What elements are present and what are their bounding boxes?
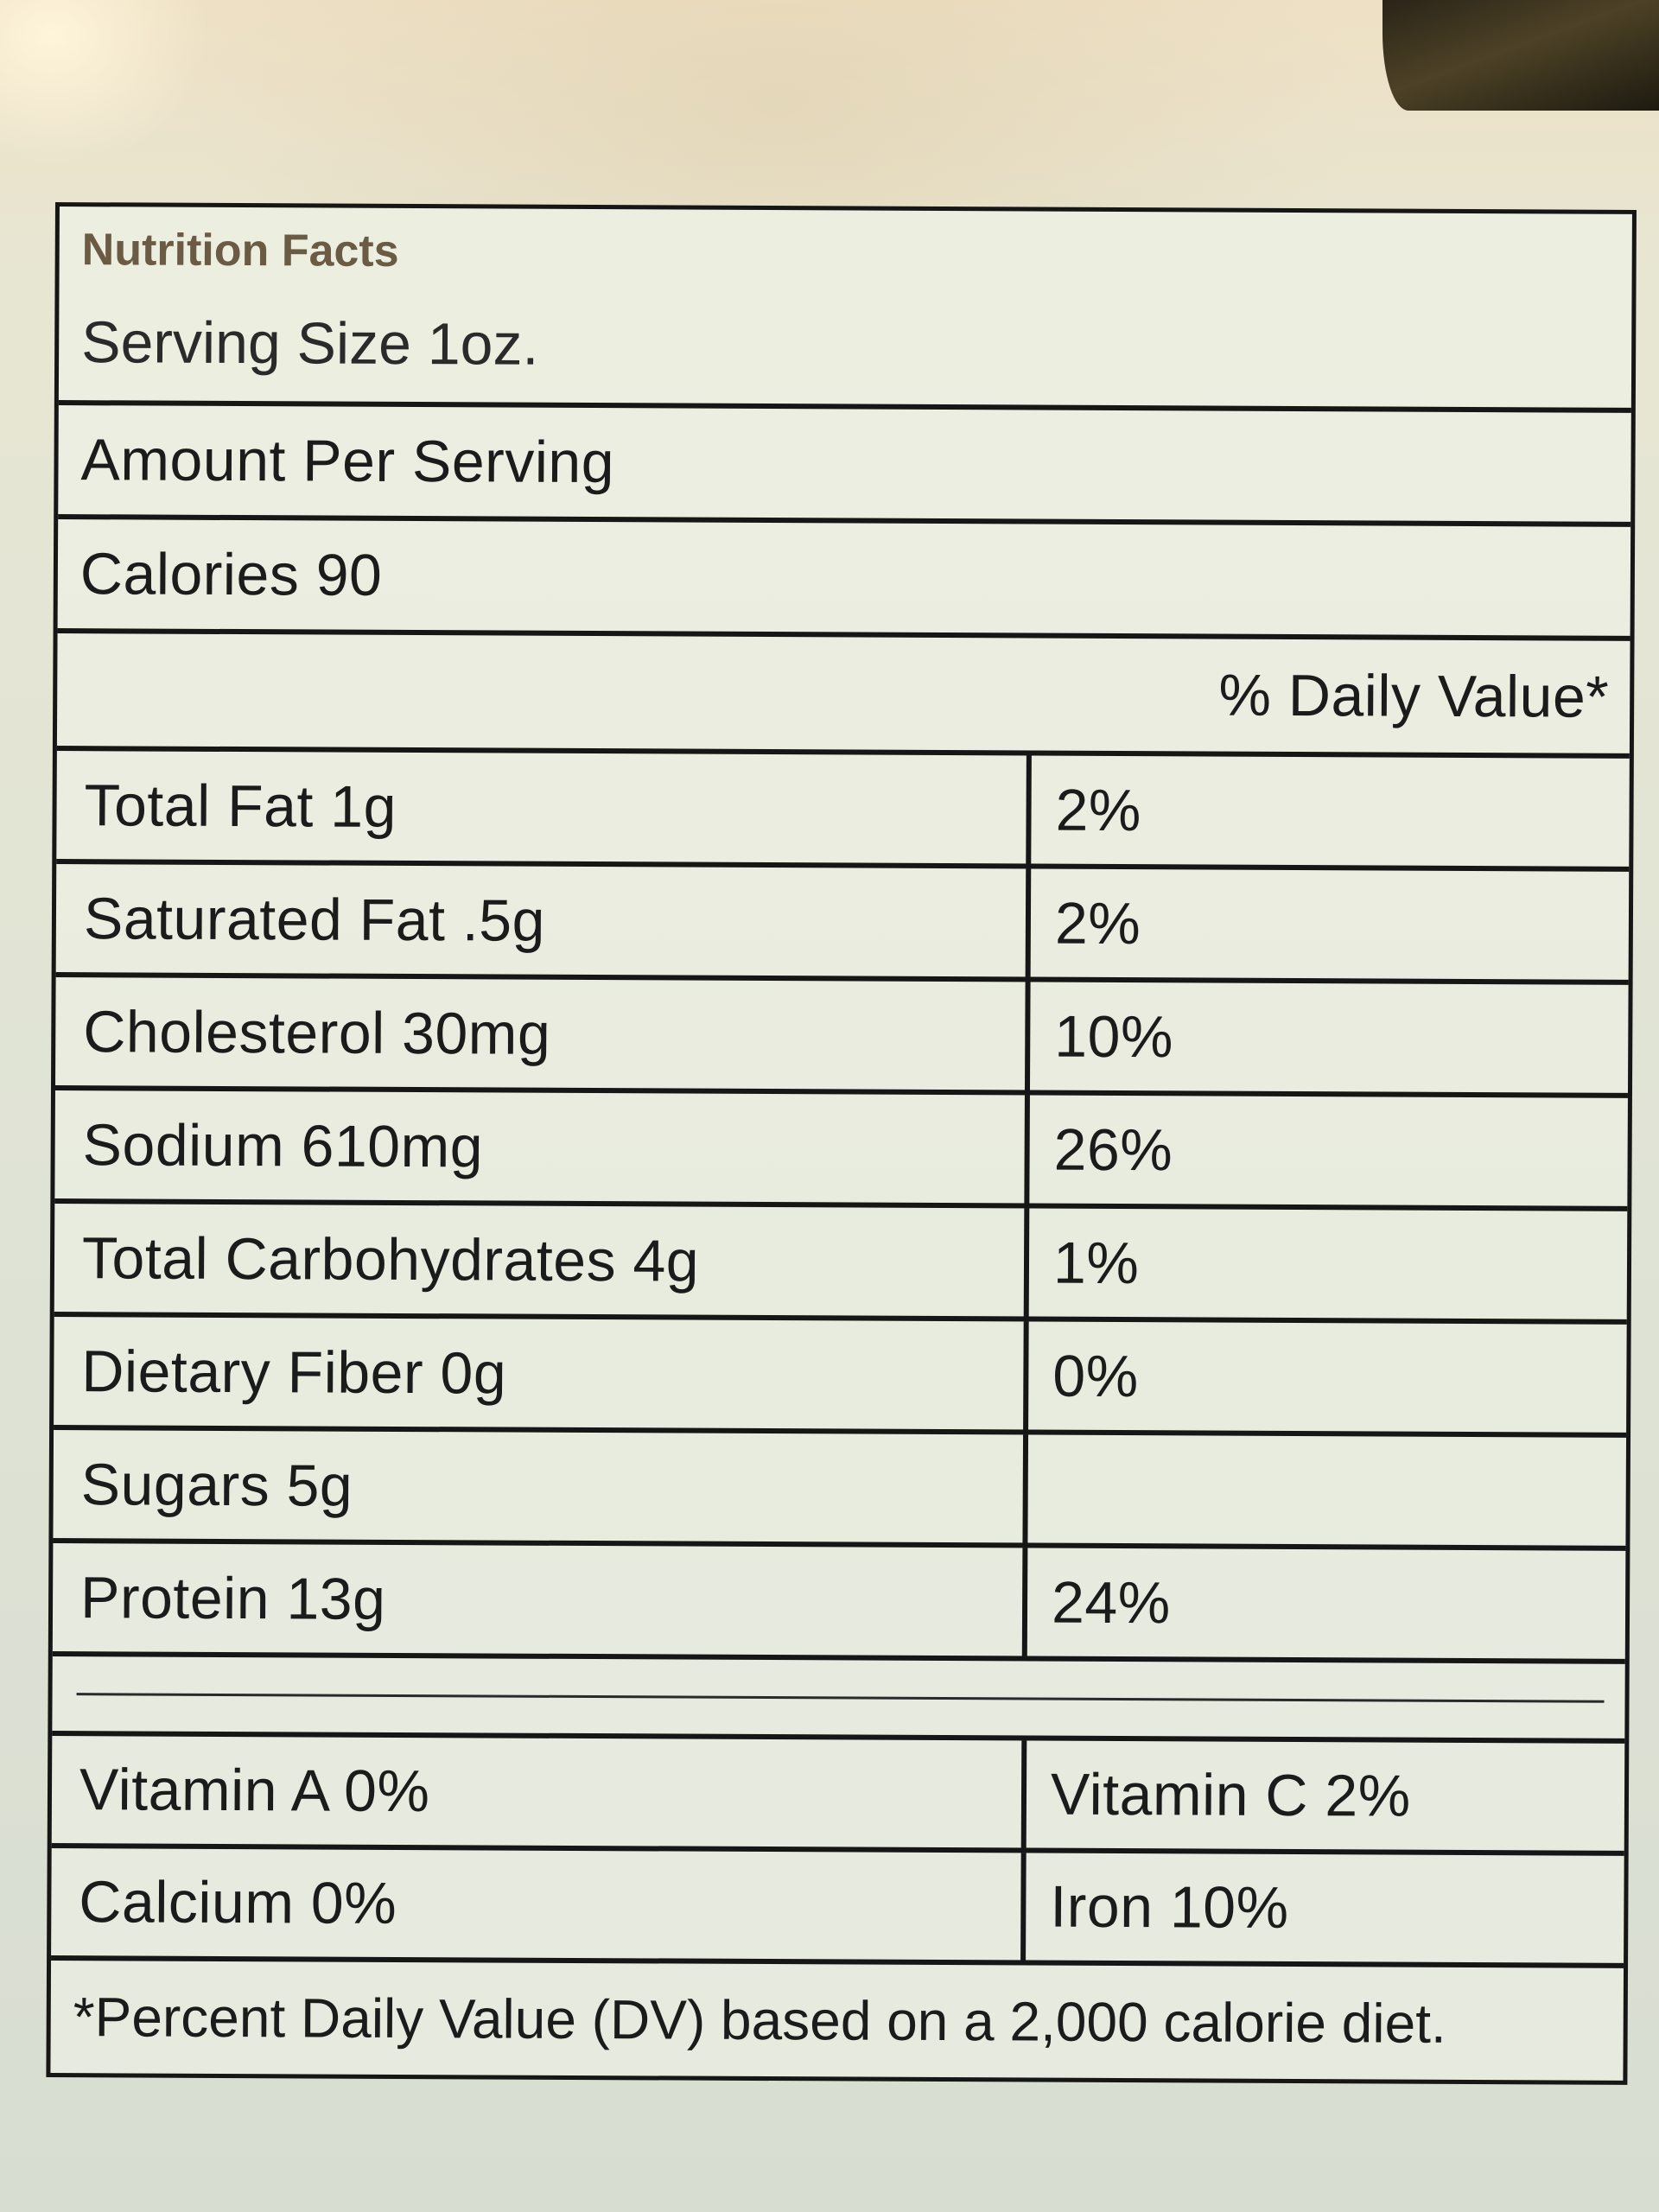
nutrition-facts-label: Nutrition Facts Serving Size 1oz. Amount… — [46, 202, 1637, 2085]
amount-per-serving-row: Amount Per Serving — [58, 405, 1631, 527]
serving-size: Serving Size 1oz. — [81, 309, 539, 378]
daily-value-header: % Daily Value* — [1218, 662, 1610, 730]
separator-row — [52, 1656, 1625, 1744]
nutrient-row: Saturated Fat .5g 2% — [55, 864, 1630, 985]
nutrient-name: Total Carbohydrates 4g — [81, 1224, 700, 1294]
vitamin-right: Vitamin C 2% — [1050, 1761, 1411, 1829]
footnote: *Percent Daily Value (DV) based on a 2,0… — [73, 1986, 1446, 2055]
nutrient-row: Protein 13g 24% — [52, 1543, 1626, 1664]
vitamin-right: Iron 10% — [1050, 1873, 1289, 1941]
label-title: Nutrition Facts — [81, 225, 399, 276]
daily-value-header-row: % Daily Value* — [56, 633, 1630, 759]
nutrient-name: Saturated Fat .5g — [83, 885, 546, 954]
nutrient-daily-value: 26% — [1053, 1116, 1173, 1183]
vitamin-left: Vitamin A 0% — [79, 1757, 430, 1825]
nutrient-name: Cholesterol 30mg — [83, 998, 551, 1067]
nutrient-name: Protein 13g — [79, 1564, 386, 1632]
nutrient-daily-value: 10% — [1054, 1003, 1174, 1070]
nutrient-row: Total Carbohydrates 4g 1% — [54, 1204, 1628, 1325]
footnote-row: *Percent Daily Value (DV) based on a 2,0… — [50, 1961, 1624, 2081]
separator-line — [76, 1693, 1605, 1703]
amount-per-serving: Amount Per Serving — [80, 427, 615, 496]
background-object — [1382, 0, 1659, 111]
nutrient-name: Sugars 5g — [80, 1451, 353, 1519]
calories-row: Calories 90 — [57, 519, 1631, 641]
vitamin-row: Vitamin A 0% Vitamin C 2% — [51, 1736, 1625, 1856]
nutrient-daily-value: 2% — [1054, 890, 1141, 957]
vitamin-row: Calcium 0% Iron 10% — [51, 1848, 1624, 1968]
nutrient-name: Dietary Fiber 0g — [81, 1338, 507, 1407]
nutrient-daily-value: 24% — [1051, 1569, 1171, 1636]
vitamin-left: Calcium 0% — [79, 1869, 397, 1936]
nutrient-row: Total Fat 1g 2% — [56, 751, 1630, 872]
nutrient-daily-value: 0% — [1052, 1343, 1139, 1409]
nutrient-row: Sodium 610mg 26% — [54, 1090, 1628, 1211]
nutrient-row: Cholesterol 30mg 10% — [54, 977, 1629, 1098]
nutrient-daily-value: 1% — [1052, 1230, 1140, 1296]
nutrient-row: Dietary Fiber 0g 0% — [54, 1317, 1627, 1438]
header-row: Nutrition Facts Serving Size 1oz. — [58, 207, 1632, 413]
nutrient-name: Sodium 610mg — [82, 1111, 484, 1179]
nutrient-name: Total Fat 1g — [84, 772, 397, 840]
calories: Calories 90 — [79, 541, 383, 608]
nutrient-daily-value: 2% — [1055, 777, 1142, 843]
nutrient-row: Sugars 5g — [53, 1430, 1627, 1551]
